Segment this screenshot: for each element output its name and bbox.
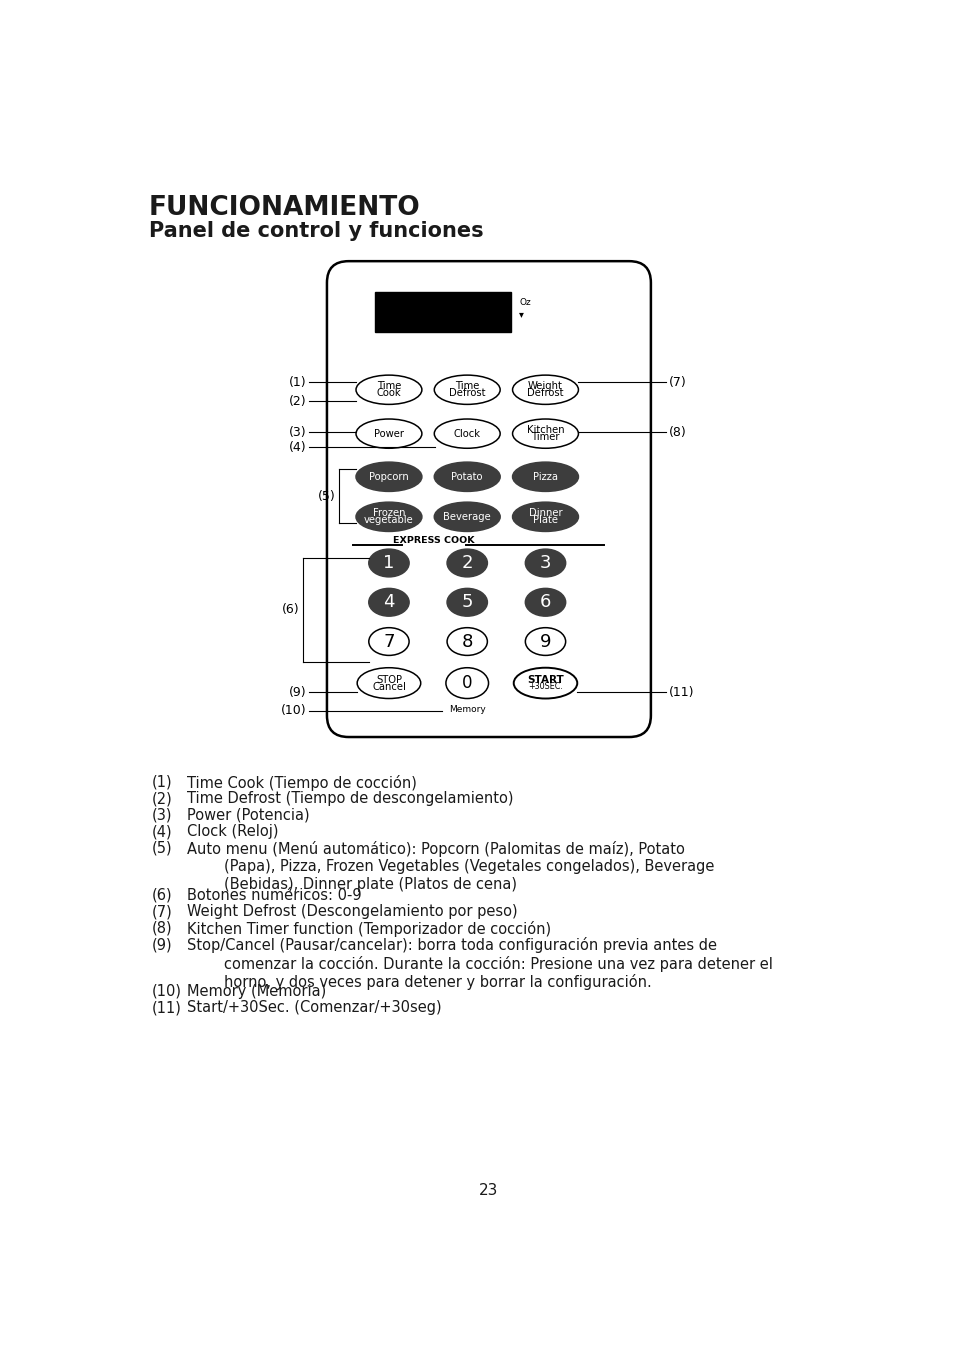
Ellipse shape: [369, 627, 409, 656]
Text: Kitchen: Kitchen: [526, 425, 564, 435]
Text: Time: Time: [376, 381, 400, 392]
Ellipse shape: [434, 462, 499, 492]
Text: Panel de control y funciones: Panel de control y funciones: [149, 221, 483, 241]
Ellipse shape: [434, 375, 499, 404]
Ellipse shape: [447, 549, 487, 577]
Text: Time Defrost (Tiempo de descongelamiento): Time Defrost (Tiempo de descongelamiento…: [187, 791, 513, 806]
Text: (4): (4): [288, 440, 306, 454]
Text: 23: 23: [478, 1183, 498, 1198]
FancyBboxPatch shape: [327, 262, 650, 737]
Text: Clock: Clock: [454, 428, 480, 439]
Ellipse shape: [369, 588, 409, 617]
Text: Kitchen Timer function (Temporizador de cocción): Kitchen Timer function (Temporizador de …: [187, 920, 550, 936]
Text: (3): (3): [288, 425, 306, 439]
Text: Clock (Reloj): Clock (Reloj): [187, 824, 278, 839]
Ellipse shape: [512, 462, 578, 492]
Ellipse shape: [525, 627, 565, 656]
Text: Oz: Oz: [518, 298, 530, 308]
Ellipse shape: [525, 549, 565, 577]
Text: (4): (4): [152, 824, 172, 839]
Text: (5): (5): [152, 841, 172, 856]
Text: 6: 6: [539, 593, 551, 611]
Ellipse shape: [355, 503, 421, 531]
Text: Defrost: Defrost: [449, 389, 485, 398]
Text: Cook: Cook: [376, 389, 401, 398]
Ellipse shape: [513, 668, 577, 699]
Ellipse shape: [434, 419, 499, 449]
Ellipse shape: [355, 375, 421, 404]
Text: 1: 1: [383, 554, 395, 572]
Text: Time: Time: [455, 381, 479, 392]
Text: (7): (7): [668, 375, 686, 389]
Text: Defrost: Defrost: [527, 389, 563, 398]
Ellipse shape: [447, 627, 487, 656]
Text: (8): (8): [152, 920, 172, 936]
Text: +30SEC.: +30SEC.: [528, 683, 562, 691]
Text: Weight Defrost (Descongelamiento por peso): Weight Defrost (Descongelamiento por pes…: [187, 904, 517, 919]
Text: 7: 7: [383, 633, 395, 650]
Ellipse shape: [356, 668, 420, 699]
Text: (11): (11): [668, 686, 694, 699]
Text: STOP: STOP: [375, 675, 401, 684]
Ellipse shape: [512, 419, 578, 449]
Ellipse shape: [355, 462, 421, 492]
Ellipse shape: [525, 588, 565, 617]
Text: (1): (1): [288, 375, 306, 389]
Text: 8: 8: [461, 633, 473, 650]
Text: Memory (Memoria): Memory (Memoria): [187, 984, 326, 999]
Text: Potato: Potato: [451, 472, 482, 482]
Text: Popcorn: Popcorn: [369, 472, 409, 482]
Text: EXPRESS COOK: EXPRESS COOK: [393, 535, 475, 545]
Text: 0: 0: [461, 675, 472, 692]
Ellipse shape: [445, 668, 488, 699]
Text: Timer: Timer: [531, 432, 559, 442]
Ellipse shape: [447, 588, 487, 617]
Text: (6): (6): [282, 603, 299, 617]
Text: Power: Power: [374, 428, 403, 439]
Text: FUNCIONAMIENTO: FUNCIONAMIENTO: [149, 195, 420, 221]
Text: Plate: Plate: [533, 515, 558, 526]
Text: START: START: [527, 675, 563, 686]
Text: ▾: ▾: [518, 309, 523, 318]
Text: 4: 4: [383, 593, 395, 611]
Text: (10): (10): [280, 705, 306, 717]
Text: 3: 3: [539, 554, 551, 572]
Text: 5: 5: [461, 593, 473, 611]
Text: Weight: Weight: [528, 381, 562, 392]
Text: Beverage: Beverage: [443, 512, 491, 522]
Text: (2): (2): [288, 394, 306, 408]
Text: Auto menu (Menú automático): Popcorn (Palomitas de maíz), Potato
        (Papa),: Auto menu (Menú automático): Popcorn (Pa…: [187, 841, 713, 892]
Text: 2: 2: [461, 554, 473, 572]
Text: Dinner: Dinner: [528, 508, 561, 519]
Ellipse shape: [512, 503, 578, 531]
Text: (9): (9): [152, 938, 172, 953]
Ellipse shape: [369, 549, 409, 577]
Text: Botones numéricos: 0-9: Botones numéricos: 0-9: [187, 888, 361, 902]
Text: Stop/Cancel (Pausar/cancelar): borra toda configuración previa antes de
        : Stop/Cancel (Pausar/cancelar): borra tod…: [187, 938, 772, 991]
Text: (3): (3): [152, 808, 172, 822]
Text: (7): (7): [152, 904, 172, 919]
Text: Pizza: Pizza: [533, 472, 558, 482]
Text: Start/+30Sec. (Comenzar/+30seg): Start/+30Sec. (Comenzar/+30seg): [187, 1000, 441, 1015]
Ellipse shape: [355, 419, 421, 449]
Text: Power (Potencia): Power (Potencia): [187, 808, 309, 822]
Text: (8): (8): [668, 425, 686, 439]
Text: (6): (6): [152, 888, 172, 902]
Text: Frozen: Frozen: [373, 508, 405, 519]
Text: (5): (5): [317, 489, 335, 503]
Text: vegetable: vegetable: [364, 515, 414, 526]
Text: 9: 9: [539, 633, 551, 650]
Text: Time Cook (Tiempo de cocción): Time Cook (Tiempo de cocción): [187, 775, 416, 791]
Text: (9): (9): [288, 686, 306, 699]
Text: (11): (11): [152, 1000, 181, 1015]
Text: Cancel: Cancel: [372, 682, 405, 691]
Text: (1): (1): [152, 775, 172, 790]
Ellipse shape: [434, 503, 499, 531]
Ellipse shape: [512, 375, 578, 404]
Text: (10): (10): [152, 984, 182, 999]
Bar: [375, 291, 510, 332]
Text: (2): (2): [152, 791, 172, 806]
Text: Memory: Memory: [448, 705, 485, 714]
